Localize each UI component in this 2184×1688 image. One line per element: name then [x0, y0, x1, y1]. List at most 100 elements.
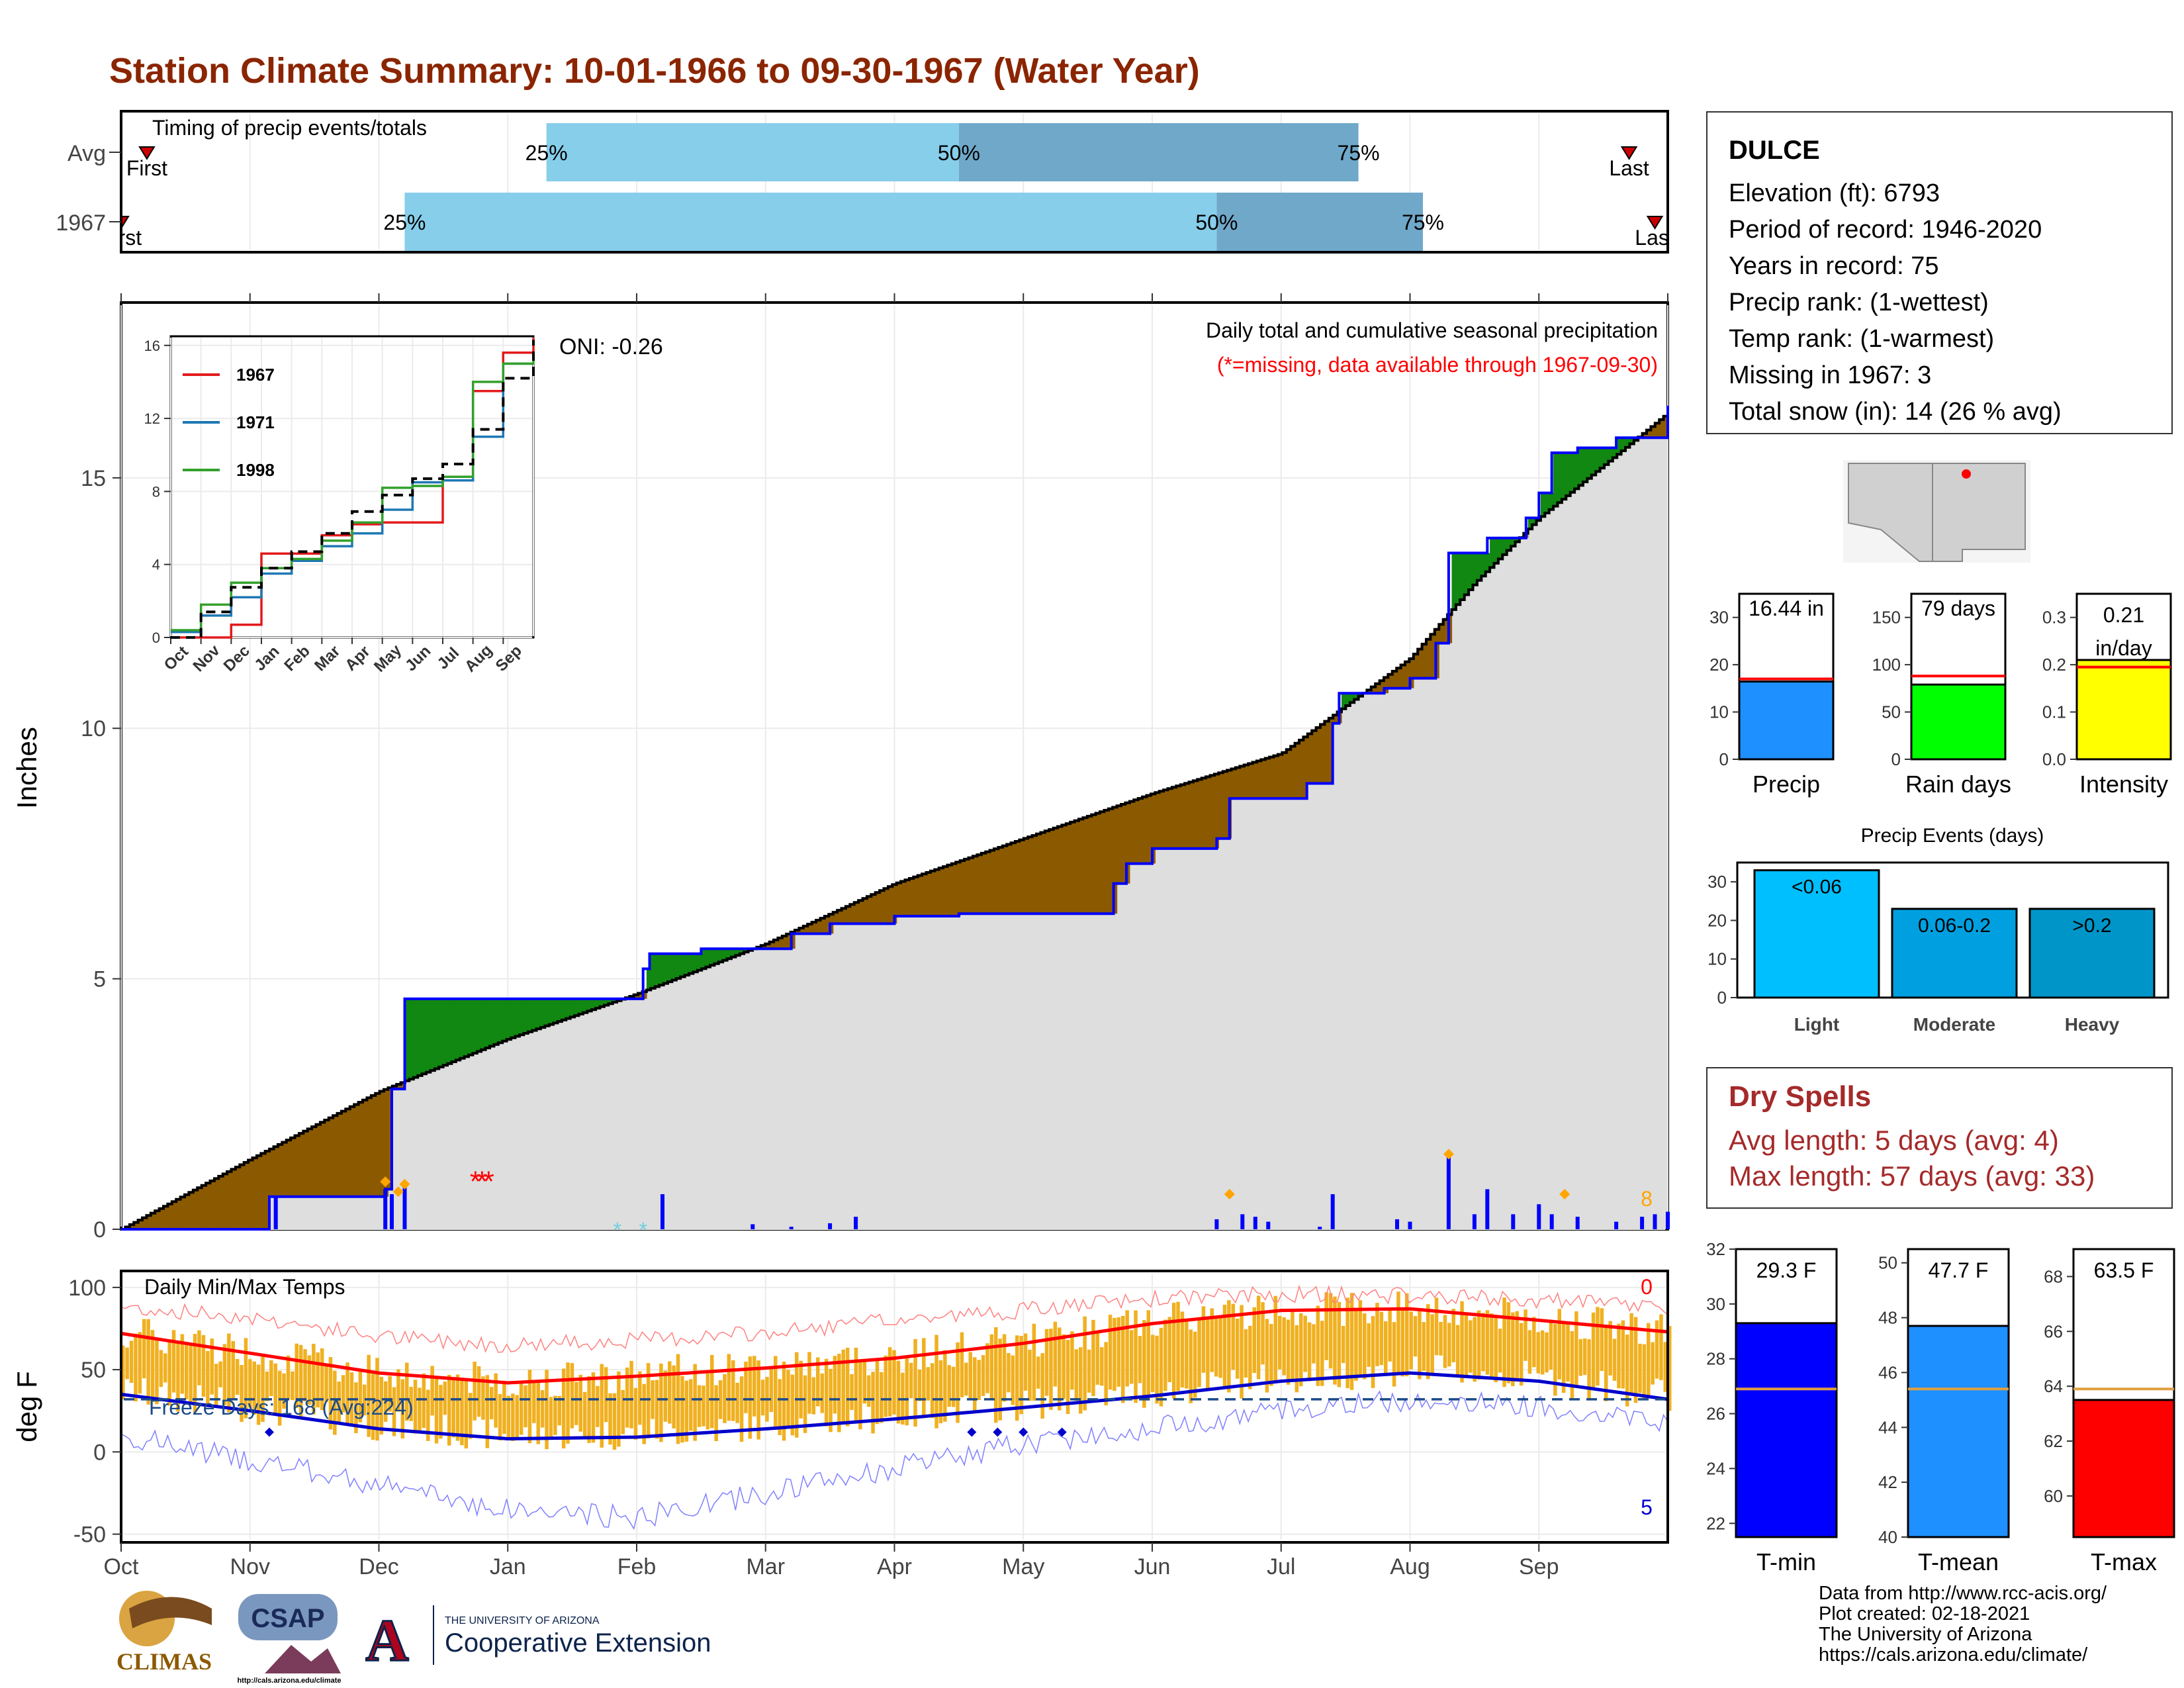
- surplus-segment: [405, 998, 410, 1081]
- daily-temp-bar: [1150, 1335, 1155, 1392]
- daily-temp-bar: [1481, 1313, 1485, 1372]
- daily-temp-bar: [180, 1334, 185, 1394]
- daily-temp-bar: [447, 1375, 451, 1446]
- deficit-segment: [1180, 784, 1185, 849]
- deficit-segment: [1083, 818, 1088, 914]
- daily-temp-bar: [1409, 1311, 1413, 1370]
- deficit-segment: [337, 1113, 342, 1197]
- deficit-segment: [1155, 792, 1160, 849]
- daily-temp-bar: [816, 1357, 820, 1407]
- daily-temp-bar: [193, 1334, 197, 1413]
- deficit-segment: [1286, 749, 1291, 799]
- daily-temp-bar: [1303, 1315, 1307, 1372]
- deficit-segment: [129, 1225, 134, 1229]
- daily-temp-bar: [922, 1338, 926, 1419]
- summary-ytick-label: 30: [1709, 608, 1729, 628]
- daily-temp-bar: [218, 1361, 222, 1387]
- surplus-segment: [731, 949, 736, 957]
- daily-temp-bar: [985, 1343, 989, 1393]
- daily-temp-bar: [1062, 1334, 1066, 1399]
- daily-temp-bar: [862, 1360, 866, 1404]
- daily-temp-bar: [396, 1369, 400, 1412]
- cold-record-marker: [967, 1427, 977, 1437]
- daily-temp-bar: [1011, 1355, 1015, 1405]
- daily-temp-bar: [451, 1377, 455, 1438]
- daily-temp-bar: [405, 1362, 409, 1421]
- daily-temp-bar: [1349, 1293, 1354, 1390]
- daily-temp-bar: [612, 1393, 617, 1450]
- daily-temp-bar: [1316, 1305, 1320, 1386]
- daily-precip-bar: [660, 1194, 664, 1229]
- surplus-segment: [693, 953, 698, 972]
- daily-temp-bar: [1363, 1313, 1367, 1380]
- summary-bar-rain-days: [1910, 683, 2007, 761]
- timing-bar-50-75: [958, 123, 1359, 181]
- daily-temp-bar: [185, 1343, 189, 1399]
- daily-temp-bar: [693, 1364, 697, 1441]
- deficit-segment: [930, 870, 935, 916]
- heavy-precip-marker: [399, 1178, 410, 1190]
- temp-summary-ytick-label: 48: [1878, 1308, 1897, 1328]
- temp-y-axis-label: deg F: [11, 1371, 42, 1442]
- daily-temp-bar: [651, 1380, 655, 1419]
- surplus-segment: [439, 998, 444, 1067]
- precip-events-chart: Precip Events (days) 0 10 20 30 <0.06 Light 0.…: [1707, 825, 2169, 1035]
- surplus-segment: [1591, 447, 1596, 475]
- temp-summary-ytick-label: 66: [2044, 1321, 2063, 1341]
- deficit-segment: [968, 857, 974, 914]
- events-bar-range: 0.06-0.2: [1918, 915, 1991, 937]
- daily-temp-bar: [884, 1355, 887, 1417]
- daily-temp-bar: [600, 1364, 604, 1448]
- deficit-segment: [1053, 827, 1058, 914]
- deficit-segment: [197, 1188, 203, 1229]
- timing-first-label: First: [126, 156, 167, 180]
- daily-temp-bar: [1566, 1323, 1570, 1382]
- daily-temp-bar: [422, 1373, 426, 1429]
- surplus-segment: [1451, 553, 1457, 610]
- daily-temp-bar: [1663, 1342, 1668, 1392]
- freeze-days-label: Freeze Days: 168 (Avg:224): [149, 1395, 414, 1419]
- daily-temp-bar: [1464, 1313, 1469, 1378]
- deficit-segment: [1443, 619, 1448, 643]
- daily-temp-bar: [303, 1349, 307, 1401]
- timing-last-marker: [1620, 146, 1638, 160]
- station-name: DULCE: [1729, 136, 1820, 165]
- daily-temp-bar: [371, 1374, 375, 1440]
- daily-temp-bar: [566, 1362, 570, 1444]
- deficit-segment: [1079, 819, 1083, 914]
- cold-record-marker: [1057, 1427, 1067, 1437]
- month-label: Oct: [104, 1554, 139, 1579]
- surplus-segment: [1515, 538, 1520, 542]
- daily-temp-bar: [1527, 1330, 1532, 1374]
- surplus-segment: [1578, 447, 1584, 486]
- daily-temp-bar: [1647, 1323, 1651, 1397]
- daily-temp-bar: [866, 1375, 871, 1407]
- deficit-segment: [189, 1192, 194, 1229]
- daily-temp-bar: [680, 1376, 684, 1443]
- daily-temp-bar: [379, 1376, 384, 1434]
- daily-temp-bar: [134, 1333, 138, 1401]
- deficit-segment: [985, 851, 991, 914]
- surplus-segment: [702, 949, 707, 969]
- daily-temp-bar: [1218, 1315, 1222, 1378]
- daily-temp-bar: [1044, 1329, 1049, 1396]
- daily-temp-bar: [1379, 1311, 1384, 1366]
- surplus-segment: [490, 998, 494, 1047]
- daily-temp-bar: [854, 1347, 858, 1422]
- daily-temp-bar: [998, 1338, 1002, 1421]
- deficit-segment: [1007, 844, 1012, 914]
- deficit-segment: [277, 1144, 283, 1197]
- deficit-segment: [1095, 813, 1101, 914]
- daily-temp-bar: [956, 1342, 960, 1423]
- events-bar-range: <0.06: [1792, 876, 1842, 898]
- temp-panel-label: Daily Min/Max Temps: [144, 1275, 345, 1299]
- surplus-segment: [1527, 518, 1533, 530]
- daily-temp-bar: [1159, 1327, 1163, 1407]
- temp-summary-ytick-label: 32: [1706, 1239, 1725, 1259]
- daily-temp-bar: [1596, 1307, 1600, 1386]
- daily-temp-bar: [1032, 1323, 1036, 1401]
- daily-temp-bar: [1524, 1309, 1527, 1361]
- daily-temp-bar: [129, 1340, 134, 1383]
- surplus-segment: [718, 949, 723, 962]
- daily-temp-bar: [1214, 1317, 1218, 1377]
